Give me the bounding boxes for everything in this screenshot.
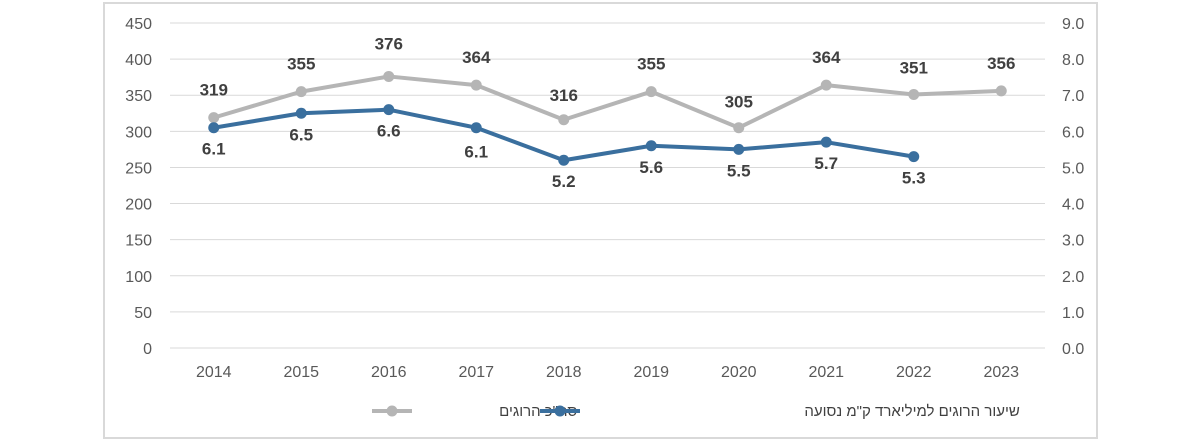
- data-point: [208, 122, 220, 134]
- x-tick-label: 2015: [283, 364, 319, 381]
- data-point: [645, 140, 657, 152]
- x-tick-label: 2019: [633, 364, 669, 381]
- y-right-tick-label: 9.0: [1062, 16, 1084, 33]
- y-left-tick-label: 50: [134, 305, 152, 322]
- x-tick-label: 2014: [196, 364, 232, 381]
- y-left-tick-label: 400: [125, 52, 152, 69]
- x-tick-label: 2021: [808, 364, 844, 381]
- chart-frame: [103, 2, 1098, 439]
- data-label: 5.2: [552, 172, 576, 191]
- y-right-tick-label: 3.0: [1062, 233, 1084, 250]
- data-point: [733, 122, 745, 134]
- x-tick-label: 2022: [896, 364, 932, 381]
- y-left-tick-label: 350: [125, 88, 152, 105]
- data-point: [470, 79, 482, 91]
- y-left-tick-label: 200: [125, 197, 152, 214]
- data-label: 6.6: [377, 122, 401, 141]
- data-label: 5.7: [814, 154, 838, 173]
- data-point: [820, 79, 832, 91]
- y-right-tick-label: 8.0: [1062, 52, 1084, 69]
- data-label: 316: [550, 86, 578, 105]
- data-label: 5.5: [727, 161, 751, 180]
- legend-label: שיעור הרוגים למיליארד ק"מ נסועה: [804, 403, 1019, 420]
- y-left-tick-label: 100: [125, 269, 152, 286]
- y-left-tick-label: 0: [143, 341, 152, 358]
- data-point: [558, 114, 570, 126]
- y-left-tick-label: 300: [125, 124, 152, 141]
- y-right-tick-label: 0.0: [1062, 341, 1084, 358]
- data-label: 351: [900, 59, 928, 78]
- y-right-tick-label: 2.0: [1062, 269, 1084, 286]
- x-tick-label: 2023: [983, 364, 1019, 381]
- data-point: [383, 70, 395, 82]
- y-right-tick-label: 6.0: [1062, 124, 1084, 141]
- series-line: [213, 74, 1002, 130]
- data-label: 376: [375, 34, 403, 53]
- data-label: 305: [725, 93, 753, 112]
- data-point: [995, 85, 1007, 97]
- data-label: 364: [462, 48, 491, 67]
- data-point: [733, 143, 745, 155]
- x-tick-label: 2018: [546, 364, 582, 381]
- data-point: [645, 86, 657, 98]
- data-label: 6.1: [464, 143, 488, 162]
- y-left-tick-label: 250: [125, 160, 152, 177]
- x-tick-label: 2016: [371, 364, 407, 381]
- data-label: 364: [812, 48, 841, 67]
- data-point: [383, 104, 395, 116]
- y-right-tick-label: 1.0: [1062, 305, 1084, 322]
- x-tick-label: 2017: [458, 364, 494, 381]
- data-label: 356: [987, 54, 1015, 73]
- data-point: [208, 112, 220, 124]
- data-point: [820, 136, 832, 148]
- data-label: 6.1: [202, 140, 226, 159]
- x-tick-label: 2020: [721, 364, 757, 381]
- y-right-tick-label: 5.0: [1062, 160, 1084, 177]
- data-label: 6.5: [289, 125, 313, 144]
- y-left-tick-label: 450: [125, 16, 152, 33]
- data-point: [470, 122, 482, 134]
- data-point: [908, 89, 920, 100]
- data-label: 5.6: [639, 158, 663, 177]
- y-right-tick-label: 4.0: [1062, 197, 1084, 214]
- data-point: [908, 151, 920, 163]
- data-label: 319: [200, 81, 228, 100]
- data-label: 355: [287, 55, 315, 74]
- y-left-tick-label: 150: [125, 233, 152, 250]
- legend-marker: [386, 405, 398, 417]
- data-point: [558, 154, 570, 166]
- data-label: 355: [637, 55, 665, 74]
- data-point: [295, 86, 307, 98]
- y-right-tick-label: 7.0: [1062, 88, 1084, 105]
- data-label: 5.3: [902, 169, 926, 188]
- legend-marker: [554, 405, 566, 417]
- data-point: [295, 107, 307, 119]
